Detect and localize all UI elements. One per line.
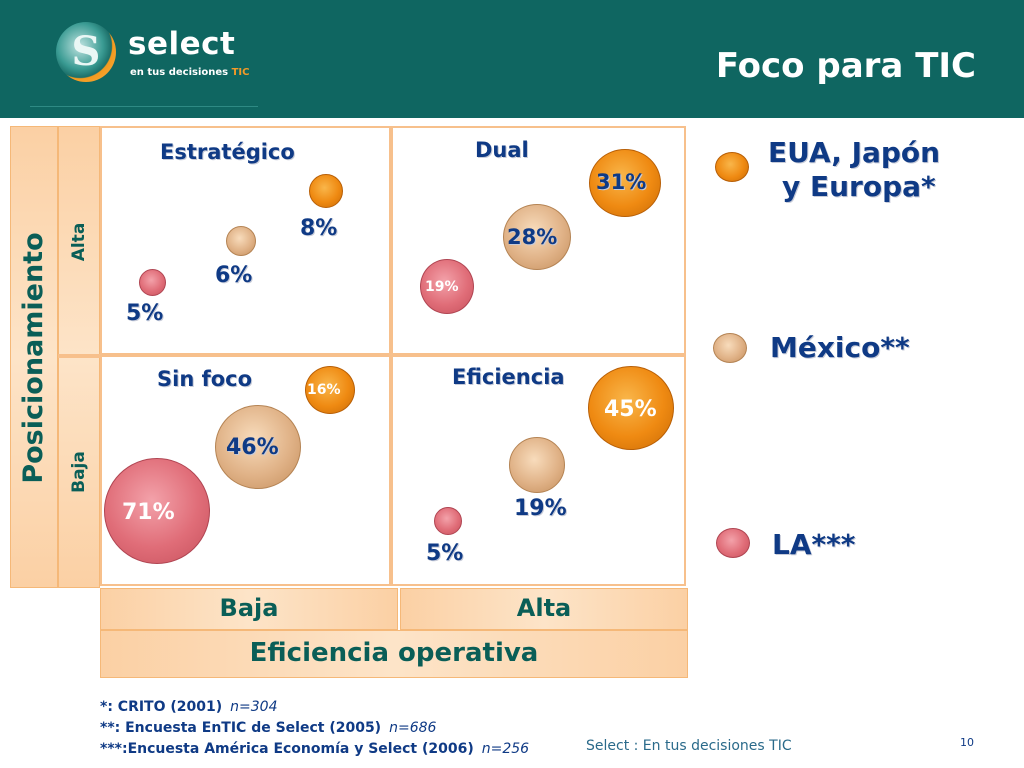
y-axis-high-label: Alta bbox=[69, 222, 89, 262]
bubble-estrategico-la bbox=[139, 269, 166, 296]
header-divider bbox=[30, 106, 258, 107]
brand-tagline: en tus decisiones TIC bbox=[130, 67, 250, 78]
y-axis-divider bbox=[58, 354, 100, 358]
legend-marker-mexico bbox=[713, 333, 747, 363]
label-dual-la: 19% bbox=[425, 279, 459, 295]
x-axis-title-band bbox=[100, 630, 688, 678]
bubble-sin-foco-eua bbox=[305, 366, 355, 414]
bubble-dual-la bbox=[420, 259, 474, 314]
label-sin-foco-la: 71% bbox=[122, 500, 175, 525]
quadrant-title-estrategico: Estratégico bbox=[160, 140, 295, 164]
footnote-1: *: CRITO (2001) n=304 bbox=[100, 699, 277, 715]
footnote-2: **: Encuesta EnTIC de Select (2005) n=686 bbox=[100, 720, 436, 736]
x-axis-high-band bbox=[400, 588, 688, 630]
logo-letter: S bbox=[71, 28, 101, 75]
footnote-2-text: **: Encuesta EnTIC de Select (2005) bbox=[100, 720, 382, 736]
quadrant-title-sin-foco: Sin foco bbox=[157, 367, 253, 391]
page-number: 10 bbox=[960, 736, 974, 749]
legend-label-la: LA*** bbox=[772, 528, 856, 561]
legend-marker-eua bbox=[715, 152, 749, 182]
label-estrategico-mexico: 6% bbox=[215, 263, 253, 288]
label-dual-eua: 31% bbox=[596, 170, 647, 194]
x-axis-title: Eficiencia operativa bbox=[249, 638, 539, 668]
label-eficiencia-la: 5% bbox=[426, 541, 464, 566]
bubble-eficiencia-eua bbox=[588, 366, 674, 450]
select-logo-icon bbox=[56, 22, 116, 82]
bubble-dual-mexico bbox=[503, 204, 571, 270]
footnote-3-text: ***:Encuesta América Economía y Select (… bbox=[100, 741, 474, 757]
legend-label-eua-line1: EUA, Japón bbox=[768, 136, 941, 169]
bubble-estrategico-eua bbox=[309, 174, 343, 208]
x-axis-high-label: Alta bbox=[516, 594, 572, 622]
y-axis-title-band bbox=[10, 126, 58, 588]
legend-label-mexico: México** bbox=[770, 331, 910, 364]
label-eficiencia-mexico: 19% bbox=[514, 496, 567, 521]
grid-horizontal-divider bbox=[100, 353, 686, 357]
footnote-1-n: n=304 bbox=[230, 699, 278, 715]
y-axis-title: Posicionamiento bbox=[18, 232, 49, 484]
bubble-dual-eua bbox=[589, 149, 661, 217]
tagline-main: en tus decisiones bbox=[130, 67, 232, 78]
legend-label-eua-line2: y Europa* bbox=[782, 170, 936, 203]
slide-title: Foco para TIC bbox=[715, 46, 976, 86]
label-estrategico-la: 5% bbox=[126, 301, 164, 326]
label-sin-foco-mexico: 46% bbox=[226, 435, 279, 460]
y-axis-low-label: Baja bbox=[69, 451, 89, 493]
footnote-3: ***:Encuesta América Economía y Select (… bbox=[100, 741, 529, 757]
brand-name: select bbox=[128, 26, 236, 62]
bubble-sin-foco-la bbox=[104, 458, 210, 564]
bubble-estrategico-mexico bbox=[226, 226, 256, 256]
footnote-1-text: *: CRITO (2001) bbox=[100, 699, 223, 715]
footer-brand-text: Select : En tus decisiones TIC bbox=[586, 738, 792, 754]
bubble-sin-foco-mexico bbox=[215, 405, 301, 489]
header-bar bbox=[0, 0, 1024, 118]
label-estrategico-eua: 8% bbox=[300, 216, 338, 241]
tagline-accent: TIC bbox=[231, 67, 250, 78]
quadrant-title-dual: Dual bbox=[475, 138, 529, 162]
label-sin-foco-eua: 16% bbox=[307, 382, 341, 398]
x-axis-low-band bbox=[100, 588, 398, 630]
bubble-eficiencia-la bbox=[434, 507, 462, 535]
label-eficiencia-eua: 45% bbox=[604, 397, 657, 422]
bubble-eficiencia-mexico bbox=[509, 437, 565, 493]
label-dual-mexico: 28% bbox=[507, 225, 558, 249]
x-axis-low-label: Baja bbox=[219, 594, 279, 622]
quadrant-title-eficiencia: Eficiencia bbox=[452, 365, 565, 389]
footnote-3-n: n=256 bbox=[481, 741, 530, 757]
footnote-2-n: n=686 bbox=[389, 720, 437, 736]
legend-marker-la bbox=[716, 528, 750, 558]
